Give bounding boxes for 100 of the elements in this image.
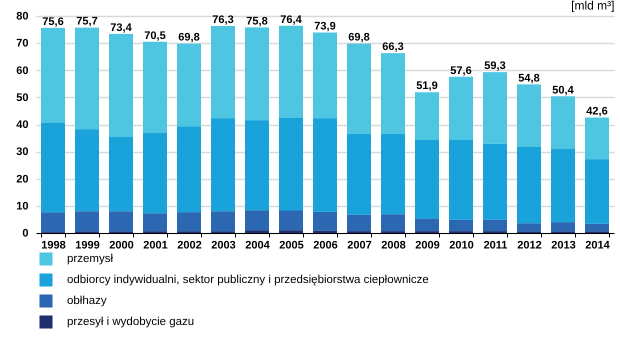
bar — [245, 120, 269, 210]
bar — [483, 72, 507, 144]
x-tick-label: 2005 — [279, 240, 304, 252]
bar — [449, 140, 473, 220]
y-tick-label: 10 — [16, 200, 28, 212]
bar — [483, 220, 507, 232]
legend-label: obłhazy — [67, 295, 107, 307]
bar — [279, 118, 303, 210]
y-tick-label: 30 — [16, 146, 28, 158]
legend-label: przemysł — [67, 253, 114, 265]
x-tick-label: 1999 — [75, 240, 100, 252]
y-tick-label: 20 — [16, 173, 28, 186]
total-label: 75,7 — [76, 16, 98, 28]
x-tick-label: 2009 — [415, 240, 440, 252]
total-label: 54,8 — [518, 72, 540, 84]
bar — [41, 28, 65, 123]
bar — [551, 222, 575, 232]
bar — [41, 212, 65, 232]
bar — [585, 159, 609, 224]
bar — [279, 210, 303, 230]
bar — [415, 92, 439, 140]
bar — [551, 96, 575, 149]
total-label: 42,6 — [586, 105, 608, 118]
bar — [211, 211, 235, 232]
x-tick-label: 2003 — [211, 240, 236, 252]
bar — [483, 144, 507, 220]
total-label: 75,8 — [246, 15, 268, 28]
bar — [415, 218, 439, 232]
bar — [313, 212, 337, 231]
y-tick-label: 80 — [16, 10, 28, 22]
x-tick-label: 2012 — [517, 240, 542, 252]
bar — [381, 214, 405, 232]
bar — [585, 117, 609, 160]
total-label: 75,6 — [42, 16, 64, 28]
bar — [517, 223, 541, 232]
bar — [245, 210, 269, 230]
bar — [143, 132, 167, 214]
bar — [177, 126, 201, 212]
total-label: 66,3 — [382, 41, 404, 54]
x-tick-label: 2006 — [313, 240, 338, 252]
bar — [517, 84, 541, 148]
x-tick-label: 2008 — [381, 240, 406, 252]
total-label: 57,6 — [450, 64, 472, 77]
bar — [347, 214, 371, 232]
x-tick-label: 2007 — [347, 240, 372, 252]
x-tick-label: 2000 — [109, 240, 134, 252]
bar — [279, 26, 303, 118]
bar — [347, 44, 371, 134]
bar — [75, 211, 99, 232]
y-tick-label: 70 — [16, 38, 28, 50]
bar — [143, 42, 167, 133]
total-label: 51,9 — [416, 80, 438, 92]
y-tick-label: 60 — [16, 64, 28, 77]
bar — [245, 27, 269, 120]
bar — [177, 212, 201, 232]
x-tick-label: 2013 — [551, 240, 576, 252]
x-tick-label: 2014 — [585, 240, 611, 252]
total-label: 76,3 — [212, 14, 234, 26]
total-label: 73,4 — [110, 22, 133, 34]
y-tick-label: 0 — [22, 228, 28, 240]
bar — [381, 53, 405, 134]
bar — [517, 147, 541, 224]
x-tick-label: 2001 — [143, 240, 168, 252]
bar — [415, 140, 439, 219]
total-label: 73,9 — [314, 20, 336, 33]
total-label: 76,4 — [280, 14, 303, 26]
bar — [143, 213, 167, 232]
bar — [449, 76, 473, 140]
total-label: 59,3 — [484, 60, 506, 72]
legend-label: odbiorcy indywidualni, sektor publiczny i przedsiębiorstwa ciepłownicze — [67, 274, 429, 286]
bar — [279, 230, 303, 233]
bar — [313, 118, 337, 212]
x-tick-label: 2004 — [245, 240, 271, 252]
bar — [41, 122, 65, 212]
x-tick-label: 2002 — [177, 240, 202, 252]
bar — [109, 136, 133, 212]
total-label: 69,8 — [348, 32, 370, 44]
bar — [313, 32, 337, 119]
y-tick-label: 40 — [16, 119, 28, 131]
x-tick-label: 2011 — [484, 240, 508, 252]
bar — [449, 220, 473, 232]
total-label: 69,8 — [178, 32, 200, 44]
bar — [245, 230, 269, 233]
x-tick-label: 2010 — [449, 240, 474, 252]
bar — [75, 129, 99, 212]
y-tick-label: 50 — [16, 92, 28, 104]
legend-label: przesył i wydobycie gazu — [67, 316, 194, 328]
bar — [75, 28, 99, 130]
total-label: 50,4 — [552, 84, 575, 96]
bar — [211, 118, 235, 212]
bar — [109, 211, 133, 232]
total-label: 70,5 — [144, 30, 166, 42]
bar — [551, 148, 575, 222]
bar — [109, 34, 133, 137]
bar — [381, 134, 405, 214]
bar — [347, 134, 371, 215]
bar — [177, 44, 201, 126]
bar — [211, 26, 235, 119]
x-tick-label: 1998 — [41, 240, 66, 252]
y-axis-title: [mld m³] — [571, 0, 614, 12]
